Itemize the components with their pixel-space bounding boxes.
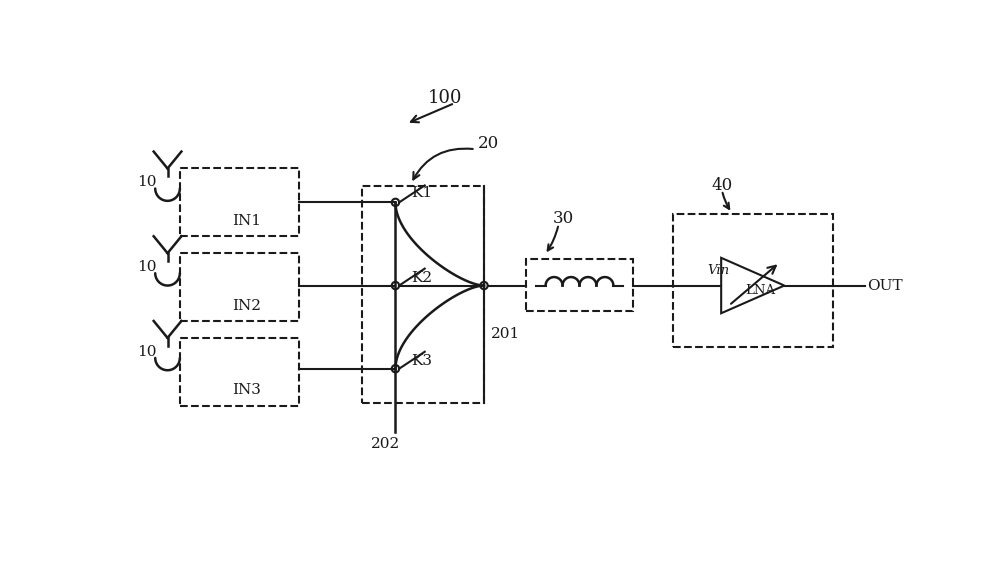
- Bar: [673, 214, 833, 347]
- Text: 10: 10: [138, 260, 157, 274]
- Text: Vin: Vin: [708, 264, 730, 276]
- Text: 10: 10: [138, 345, 157, 359]
- Bar: [180, 169, 299, 236]
- Bar: [362, 186, 484, 404]
- Bar: [180, 338, 299, 406]
- Bar: [526, 259, 633, 311]
- Text: LNA: LNA: [745, 284, 776, 296]
- Text: IN3: IN3: [232, 383, 261, 397]
- Text: IN2: IN2: [232, 299, 261, 312]
- Text: 201: 201: [491, 327, 520, 341]
- Text: 30: 30: [553, 210, 574, 227]
- Text: K1: K1: [411, 186, 432, 200]
- Text: K2: K2: [411, 271, 432, 285]
- Text: IN1: IN1: [232, 214, 261, 228]
- Text: 20: 20: [478, 135, 499, 152]
- Text: 40: 40: [711, 177, 732, 194]
- Text: 202: 202: [371, 437, 400, 451]
- Text: 10: 10: [138, 176, 157, 189]
- Text: OUT: OUT: [867, 279, 902, 292]
- Bar: [180, 253, 299, 321]
- Text: K3: K3: [411, 354, 432, 368]
- Text: 100: 100: [428, 89, 462, 107]
